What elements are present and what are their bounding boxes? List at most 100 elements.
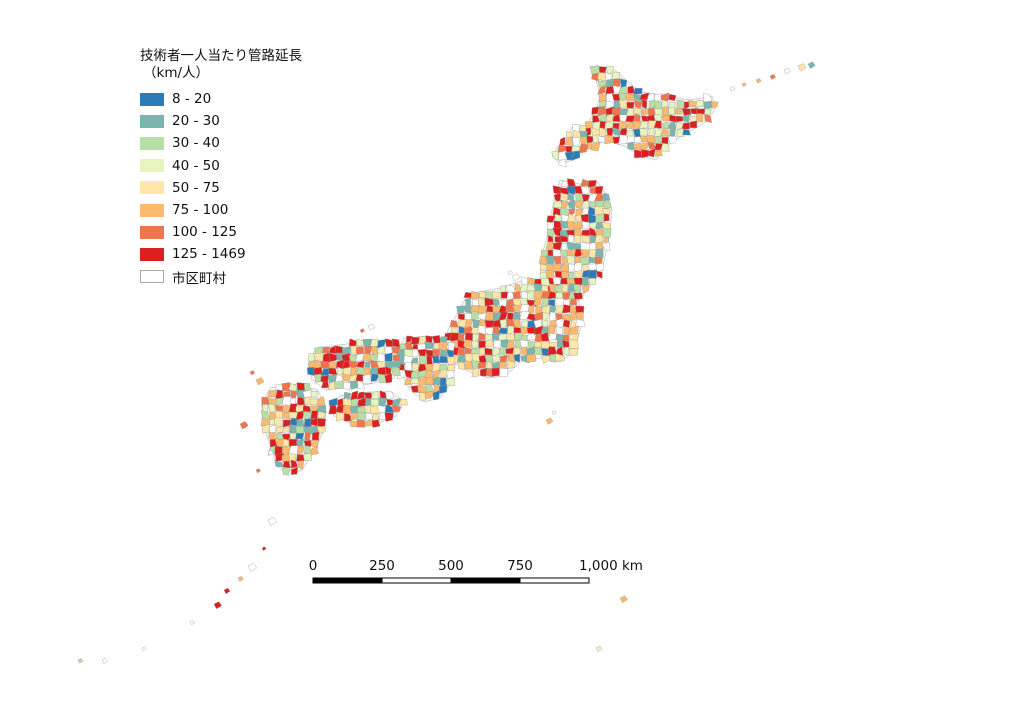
municipality — [573, 277, 584, 286]
municipality — [575, 214, 582, 222]
legend-swatch — [140, 159, 164, 173]
municipality — [704, 108, 712, 116]
municipality — [376, 361, 386, 369]
municipality — [591, 141, 601, 152]
municipality — [384, 373, 393, 384]
municipality — [571, 150, 580, 161]
island — [359, 328, 366, 334]
municipality — [569, 298, 578, 306]
municipality — [317, 418, 326, 428]
scale-bar-label: 500 — [438, 558, 464, 574]
legend-swatch — [140, 114, 164, 128]
municipality — [704, 113, 713, 123]
legend-swatch — [140, 203, 164, 217]
municipality — [575, 318, 585, 328]
municipality — [499, 355, 509, 364]
municipality — [328, 397, 338, 407]
municipality — [597, 85, 606, 95]
municipality — [646, 134, 656, 145]
municipality — [640, 142, 649, 152]
municipality — [392, 397, 402, 406]
municipality — [281, 467, 291, 476]
municipality — [384, 412, 394, 422]
municipality — [424, 390, 435, 400]
municipality — [356, 419, 366, 428]
municipality — [573, 284, 582, 293]
municipality — [370, 373, 380, 382]
municipality — [320, 360, 330, 369]
municipality — [568, 339, 579, 349]
municipality — [541, 290, 551, 300]
legend-item: 20 - 30 — [140, 110, 302, 132]
municipality — [533, 346, 544, 356]
municipality — [545, 255, 555, 265]
island — [797, 63, 807, 72]
municipality — [579, 143, 589, 154]
municipality — [591, 106, 600, 115]
municipality — [513, 353, 521, 363]
municipality — [554, 305, 565, 314]
municipality — [595, 248, 604, 258]
municipality — [311, 431, 320, 442]
municipality — [492, 298, 500, 308]
municipality — [398, 399, 408, 406]
municipality — [447, 356, 456, 365]
island — [511, 273, 521, 282]
municipality — [499, 367, 508, 378]
municipality — [567, 283, 576, 292]
municipality — [562, 314, 571, 321]
municipality — [588, 180, 597, 188]
scale-bar-segment — [519, 577, 590, 584]
island — [367, 323, 376, 331]
municipality — [288, 452, 297, 462]
legend-swatch — [140, 247, 164, 261]
municipality — [274, 417, 283, 427]
municipality — [336, 411, 346, 422]
municipality — [526, 291, 535, 301]
municipality — [559, 229, 568, 238]
municipality — [282, 460, 291, 469]
municipality — [654, 149, 663, 157]
municipality — [493, 340, 502, 350]
municipality — [464, 332, 474, 343]
legend-item: 50 - 75 — [140, 177, 302, 199]
legend-label: 30 - 40 — [172, 135, 220, 152]
municipality — [512, 346, 522, 356]
municipality — [303, 439, 313, 448]
island — [237, 576, 244, 582]
island — [545, 417, 554, 425]
municipality — [695, 113, 704, 123]
legend-label: 125 - 1469 — [172, 246, 246, 263]
legend-swatch — [140, 181, 164, 195]
legend-item: 8 - 20 — [140, 88, 302, 110]
municipality — [478, 340, 487, 349]
legend-label: 75 - 100 — [172, 202, 229, 219]
island — [223, 587, 231, 595]
island — [255, 377, 265, 386]
municipality — [542, 311, 551, 322]
municipality — [470, 305, 480, 314]
legend-label: 100 - 125 — [172, 224, 237, 241]
municipality — [526, 353, 537, 363]
municipality — [391, 404, 402, 413]
municipality — [417, 343, 426, 351]
municipality — [660, 143, 670, 152]
municipality — [432, 390, 440, 401]
municipality — [371, 419, 381, 428]
municipality — [438, 341, 449, 351]
municipality — [268, 403, 276, 414]
municipality — [606, 65, 615, 74]
municipality — [682, 113, 691, 123]
island — [619, 595, 628, 604]
municipality — [533, 297, 542, 306]
municipality — [595, 213, 605, 224]
island — [267, 450, 274, 456]
municipality — [334, 380, 344, 389]
municipality — [410, 385, 420, 393]
municipality — [575, 311, 584, 321]
municipality — [447, 364, 455, 373]
municipality — [695, 99, 704, 107]
scale-bar-label: 1,000 km — [579, 558, 643, 574]
municipality — [477, 362, 487, 369]
